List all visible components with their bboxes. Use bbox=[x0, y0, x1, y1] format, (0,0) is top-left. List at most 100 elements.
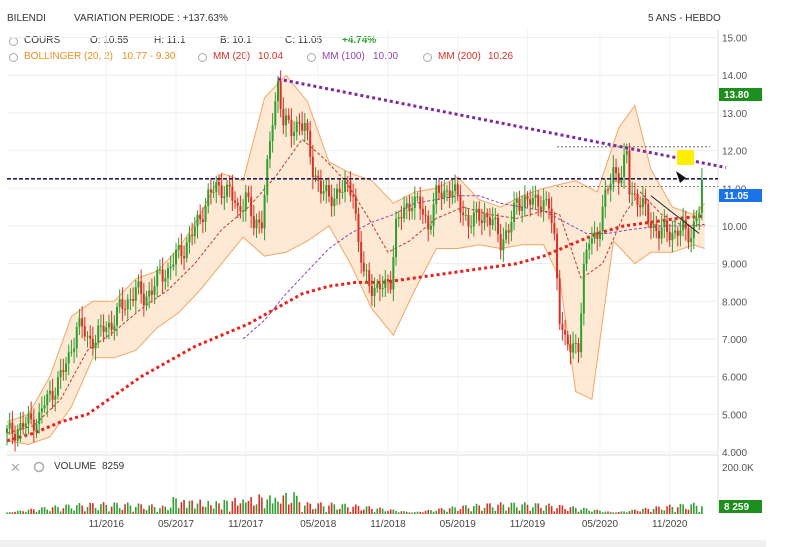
candle-body bbox=[515, 198, 518, 203]
candle-body bbox=[553, 223, 556, 234]
candle-body bbox=[424, 214, 427, 216]
volume-bar bbox=[253, 505, 255, 514]
candle-body bbox=[612, 167, 615, 184]
volume-bar bbox=[607, 511, 609, 514]
candle-body bbox=[671, 232, 674, 241]
candle-body bbox=[470, 226, 473, 228]
volume-bar bbox=[599, 510, 601, 514]
price-tick-label: 4.000 bbox=[722, 448, 747, 459]
volume-bar bbox=[397, 512, 400, 514]
volume-bar bbox=[322, 506, 325, 514]
volume-bar bbox=[51, 507, 54, 514]
period-label[interactable]: 5 ANS - HEBDO bbox=[648, 13, 721, 24]
volume-bar bbox=[19, 510, 22, 514]
volume-bar bbox=[679, 503, 682, 514]
close-value: C: 11.05 bbox=[285, 35, 323, 46]
candle-body bbox=[628, 150, 631, 195]
volume-bar bbox=[432, 511, 435, 514]
candle-body bbox=[674, 230, 677, 233]
volume-bar bbox=[349, 511, 352, 514]
volume-bar bbox=[615, 512, 617, 514]
mm20-value: 10.04 bbox=[258, 51, 284, 62]
volume-bar bbox=[346, 507, 349, 514]
downtrend-line[interactable] bbox=[277, 77, 727, 169]
candle-body bbox=[644, 198, 647, 205]
gear-icon[interactable] bbox=[9, 53, 18, 62]
volume-bar bbox=[682, 504, 684, 514]
candle-body bbox=[633, 193, 636, 195]
volume-bar bbox=[341, 504, 344, 514]
volume-bar bbox=[639, 511, 641, 514]
candle-body bbox=[215, 182, 218, 193]
gear-icon[interactable] bbox=[307, 53, 316, 62]
candle-body bbox=[301, 123, 304, 131]
volume-bar bbox=[242, 499, 244, 514]
volume-bar bbox=[440, 508, 443, 514]
drawing-annotations[interactable] bbox=[7, 77, 727, 234]
candle-body bbox=[274, 101, 277, 126]
volume-bar bbox=[172, 496, 175, 514]
candle-body bbox=[338, 188, 341, 193]
candle-body bbox=[260, 222, 263, 229]
candle-body bbox=[534, 194, 537, 199]
volume-bar bbox=[438, 508, 440, 514]
candle-body bbox=[59, 370, 62, 378]
mm20-line bbox=[6, 138, 705, 434]
volume-bar bbox=[403, 511, 405, 514]
candle-body bbox=[432, 204, 435, 226]
candle-body bbox=[381, 287, 384, 290]
volume-bar bbox=[41, 507, 43, 514]
candle-body bbox=[83, 326, 86, 337]
candle-body bbox=[73, 348, 76, 352]
price-tick-label: 10.00 bbox=[722, 222, 747, 233]
volume-bar bbox=[231, 501, 234, 514]
candle-body bbox=[145, 296, 148, 306]
candle-body bbox=[550, 208, 553, 224]
volume-badge-text: 8 259 bbox=[724, 502, 749, 513]
close-x-icon[interactable]: ✕ bbox=[10, 460, 21, 475]
candle-body bbox=[617, 173, 620, 184]
candle-body bbox=[6, 428, 8, 434]
candle-body bbox=[507, 230, 510, 233]
gear-icon[interactable] bbox=[33, 461, 45, 473]
volume-bar bbox=[180, 502, 183, 514]
candle-body bbox=[690, 238, 693, 243]
volume-badge bbox=[719, 500, 762, 513]
volume-bar bbox=[405, 511, 408, 514]
volume-bar bbox=[540, 507, 542, 514]
volume-bar bbox=[411, 512, 413, 514]
candle-body bbox=[150, 290, 153, 295]
gear-icon[interactable] bbox=[198, 53, 207, 62]
candle-body bbox=[588, 243, 591, 250]
ticker-label: BILENDI bbox=[7, 13, 46, 24]
volume-bar bbox=[499, 502, 502, 514]
candle-body bbox=[266, 159, 269, 195]
volume-bar bbox=[464, 505, 467, 514]
high-level-badge-text: 13.80 bbox=[724, 90, 749, 101]
candle-body bbox=[70, 351, 73, 353]
candlesticks bbox=[6, 70, 703, 452]
candle-body bbox=[118, 299, 121, 307]
candle-body bbox=[666, 220, 669, 232]
candle-body bbox=[40, 408, 43, 413]
volume-bar bbox=[357, 506, 360, 514]
gear-icon[interactable] bbox=[423, 53, 432, 62]
candle-body bbox=[156, 269, 159, 287]
volume-bar bbox=[505, 510, 507, 514]
price-tick-label: 13.00 bbox=[722, 109, 747, 120]
volume-bar bbox=[161, 505, 164, 514]
volume-bar bbox=[320, 502, 322, 514]
volume-bar bbox=[365, 506, 368, 514]
volume-bar bbox=[290, 502, 293, 514]
price-tick-label: 8.000 bbox=[722, 297, 747, 308]
volume-bar bbox=[143, 508, 145, 514]
volume-bar bbox=[336, 509, 338, 514]
volume-bar bbox=[116, 503, 118, 514]
volume-bar bbox=[81, 505, 83, 514]
volume-bar bbox=[572, 506, 574, 514]
short-trend-line[interactable] bbox=[650, 195, 700, 234]
price-tick-label: 9.000 bbox=[722, 260, 747, 271]
volume-bar bbox=[537, 503, 540, 514]
alert-marker[interactable] bbox=[677, 150, 694, 165]
